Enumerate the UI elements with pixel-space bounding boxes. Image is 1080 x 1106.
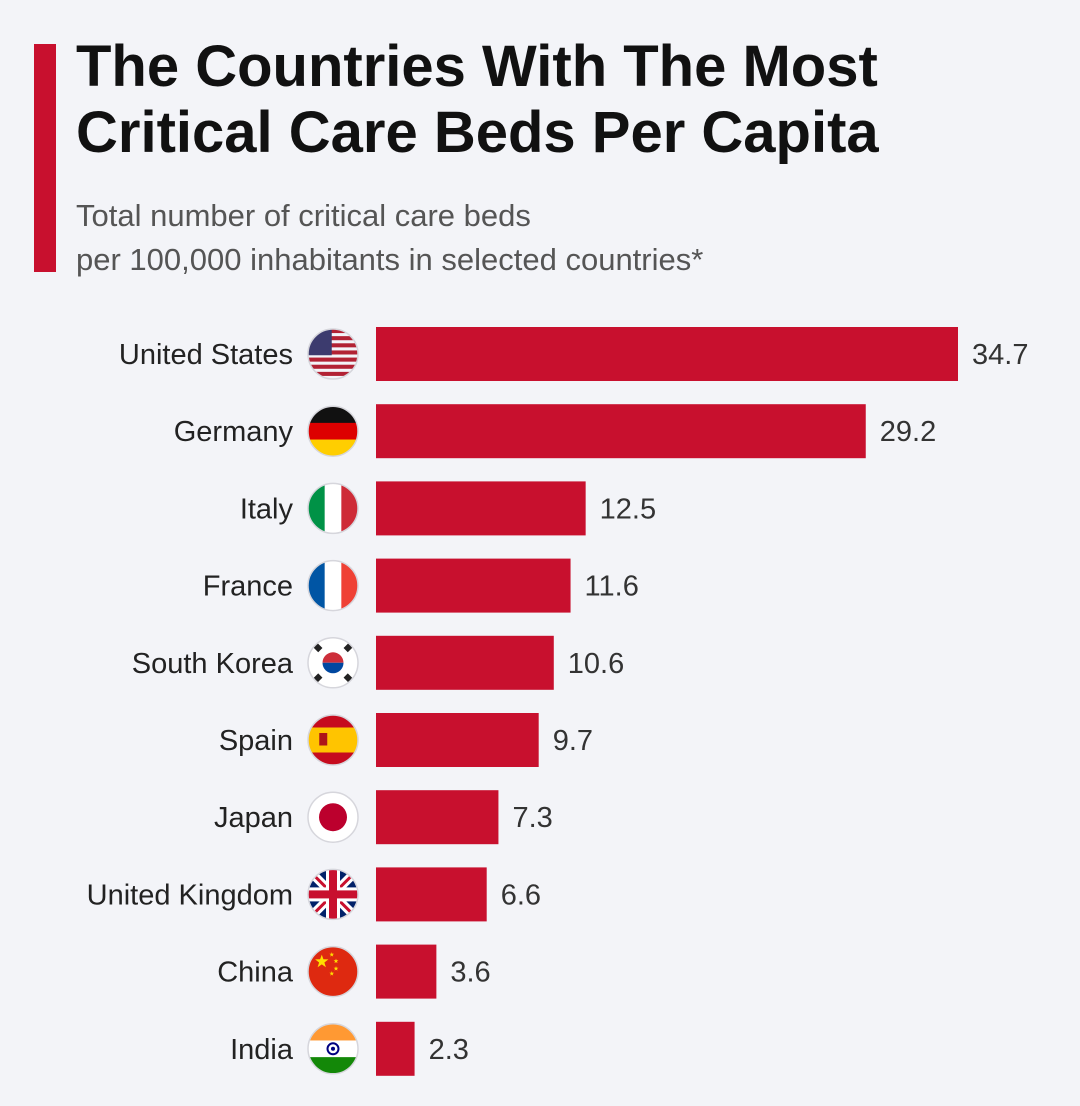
value-label: 34.7 — [972, 339, 1028, 371]
japan-flag-icon — [308, 792, 358, 843]
flag-outline — [307, 637, 359, 689]
category-label: India — [230, 1034, 294, 1066]
value-label: 29.2 — [880, 416, 936, 448]
france-flag-icon — [308, 560, 358, 611]
value-label: 10.6 — [568, 648, 624, 680]
bar — [376, 944, 437, 999]
bar — [376, 1021, 415, 1076]
category-label: Italy — [240, 493, 294, 525]
bar — [376, 713, 539, 767]
value-label: 3.6 — [450, 957, 490, 989]
chart-title-line-2: Critical Care Beds Per Capita — [76, 100, 879, 165]
uk-flag-icon — [308, 869, 358, 920]
value-label: 12.5 — [600, 493, 656, 525]
bar — [376, 867, 487, 922]
value-label: 7.3 — [512, 802, 552, 834]
value-label: 6.6 — [501, 879, 541, 911]
italy-flag-icon — [308, 483, 358, 534]
bar — [376, 481, 586, 536]
flag-outline — [307, 945, 359, 998]
category-label: France — [203, 571, 293, 603]
flag-outline — [307, 714, 359, 766]
category-label: South Korea — [132, 648, 294, 680]
value-label: 2.3 — [429, 1034, 469, 1066]
category-label: Germany — [174, 416, 294, 448]
chart-title: The Countries With The Most Critical Car… — [76, 34, 1056, 166]
chart-subtitle: Total number of critical care beds per 1… — [76, 194, 1056, 282]
flag-outline — [307, 868, 359, 921]
flag-outline — [307, 482, 359, 535]
chart-title-line-1: The Countries With The Most — [76, 34, 878, 99]
category-label: Spain — [219, 725, 293, 757]
flag-outline — [307, 328, 359, 380]
category-label: Japan — [214, 802, 293, 834]
germany-flag-icon — [308, 406, 358, 457]
category-label: United Kingdom — [87, 879, 293, 911]
bar — [376, 404, 866, 459]
flag-outline — [307, 559, 359, 612]
india-flag-icon — [308, 1023, 358, 1074]
flag-outline — [307, 405, 359, 457]
category-label: China — [217, 957, 294, 989]
bar — [376, 327, 958, 381]
title-accent-bar — [34, 44, 56, 272]
value-label: 9.7 — [553, 725, 593, 757]
flag-outline — [307, 1023, 359, 1075]
bar — [376, 790, 499, 845]
bar — [376, 558, 571, 613]
spain-flag-icon — [308, 715, 358, 765]
china-flag-icon — [308, 946, 358, 997]
bar — [376, 635, 554, 690]
chart-subtitle-line-2: per 100,000 inhabitants in selected coun… — [76, 242, 704, 277]
flag-outline — [307, 791, 359, 843]
chart-subtitle-line-1: Total number of critical care beds — [76, 198, 531, 233]
value-label: 11.6 — [585, 571, 639, 603]
category-label: United States — [119, 339, 293, 371]
